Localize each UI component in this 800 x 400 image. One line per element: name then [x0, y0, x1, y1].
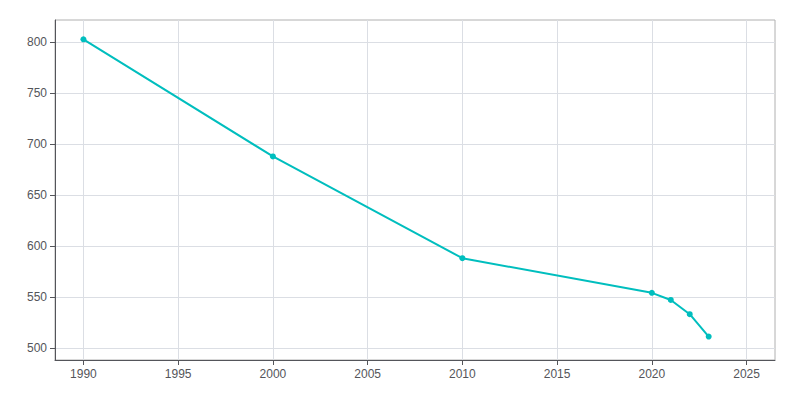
- svg-text:1990: 1990: [70, 367, 97, 381]
- svg-text:2020: 2020: [638, 367, 665, 381]
- svg-text:2025: 2025: [733, 367, 760, 381]
- svg-text:500: 500: [27, 341, 47, 355]
- svg-text:550: 550: [27, 290, 47, 304]
- svg-text:650: 650: [27, 188, 47, 202]
- svg-text:750: 750: [27, 86, 47, 100]
- svg-text:2000: 2000: [260, 367, 287, 381]
- svg-text:2005: 2005: [354, 367, 381, 381]
- svg-text:600: 600: [27, 239, 47, 253]
- svg-text:2015: 2015: [544, 367, 571, 381]
- svg-text:1995: 1995: [165, 367, 192, 381]
- svg-text:800: 800: [27, 35, 47, 49]
- svg-text:700: 700: [27, 137, 47, 151]
- svg-text:2010: 2010: [449, 367, 476, 381]
